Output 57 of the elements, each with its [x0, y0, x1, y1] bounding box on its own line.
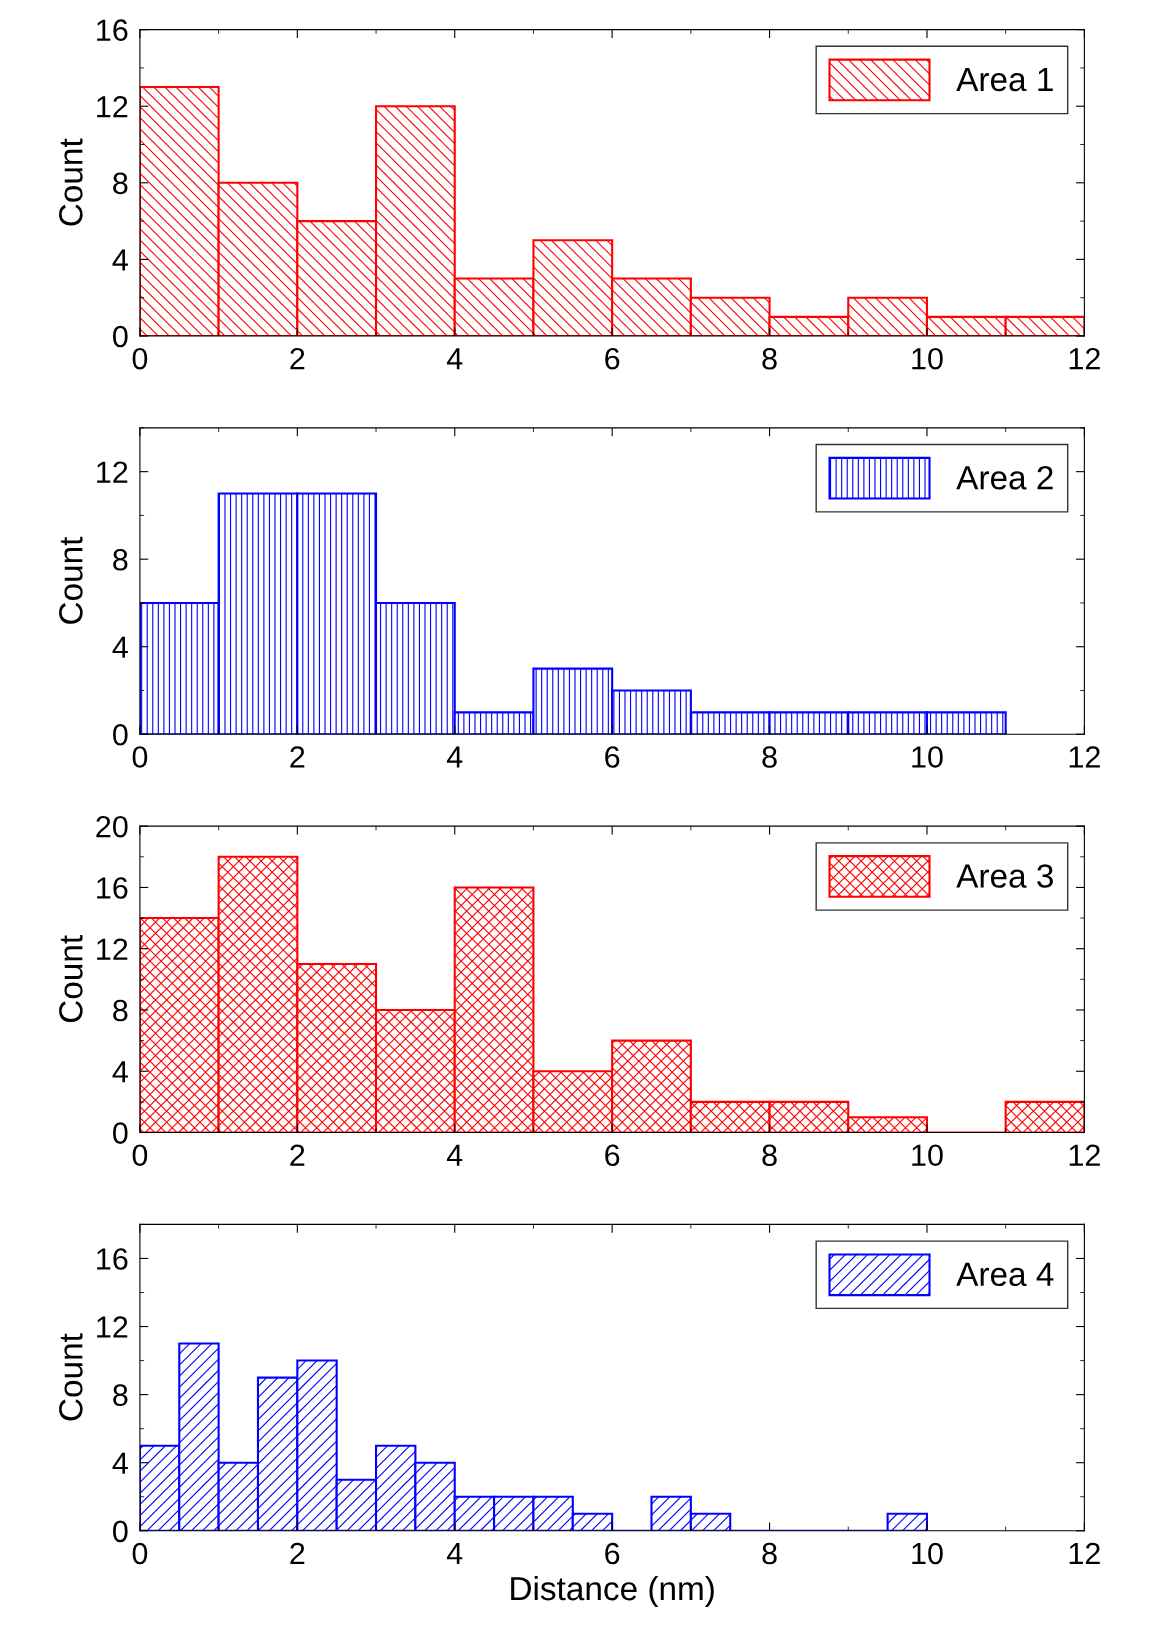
- x-tick-label: 2: [290, 1144, 305, 1166]
- y-tick-label: 12: [97, 95, 128, 118]
- y-tick-label: 8: [113, 172, 128, 195]
- x-tick-label: 10: [912, 347, 943, 370]
- y-axis-title: Count: [59, 536, 83, 624]
- y-tick-label: 12: [97, 461, 128, 483]
- y-tick-label: 16: [97, 19, 128, 41]
- y-tick-label: 0: [113, 1122, 128, 1144]
- x-tick-label: 8: [762, 1144, 777, 1167]
- y-tick-label: 4: [112, 1061, 128, 1083]
- y-tick-label: 20: [96, 815, 128, 838]
- y-tick-label: 12: [97, 938, 128, 960]
- y-tick-label: 12: [97, 1316, 128, 1338]
- legend-label: Area 1: [956, 68, 1053, 92]
- y-tick-label: 8: [113, 1384, 128, 1406]
- x-tick-label: 4: [446, 746, 463, 768]
- x-axis-title: Distance (nm): [511, 1575, 714, 1607]
- y-tick-label: 16: [97, 1248, 128, 1270]
- x-tick-label: 8: [762, 1542, 777, 1565]
- x-tick-label: 0: [132, 746, 148, 768]
- y-tick-label: 8: [113, 999, 128, 1022]
- x-tick-label: 4: [446, 348, 463, 370]
- x-tick-label: 12: [1069, 1542, 1100, 1565]
- x-tick-label: 6: [605, 347, 620, 370]
- y-axis-title: Count: [59, 138, 83, 226]
- x-tick-label: 10: [912, 746, 943, 768]
- y-tick-label: 8: [113, 548, 128, 571]
- x-tick-label: 2: [290, 347, 305, 370]
- x-tick-label: 6: [605, 1542, 620, 1565]
- y-tick-label: 16: [97, 877, 128, 899]
- y-tick-label: 4: [112, 1452, 128, 1474]
- x-tick-label: 12: [1069, 746, 1100, 768]
- y-tick-label: 4: [112, 636, 128, 658]
- x-tick-label: 10: [912, 1144, 943, 1167]
- x-tick-label: 2: [290, 1542, 305, 1565]
- x-tick-label: 0: [132, 1144, 148, 1167]
- y-axis-title: Count: [59, 1333, 83, 1421]
- x-tick-label: 10: [912, 1542, 943, 1565]
- x-tick-label: 2: [290, 746, 305, 768]
- legend-label: Area 3: [956, 864, 1053, 888]
- y-tick-label: 4: [112, 249, 128, 271]
- x-tick-label: 4: [446, 1543, 463, 1565]
- x-tick-label: 0: [132, 1542, 148, 1565]
- x-tick-label: 6: [605, 746, 620, 768]
- x-tick-label: 0: [132, 347, 148, 370]
- x-tick-label: 8: [762, 347, 777, 370]
- x-tick-label: 4: [446, 1144, 463, 1166]
- x-tick-label: 12: [1069, 1144, 1100, 1166]
- y-tick-label: 0: [113, 723, 128, 746]
- legend-label: Area 4: [956, 1262, 1054, 1287]
- y-tick-label: 0: [113, 325, 128, 348]
- y-tick-label: 0: [113, 1520, 128, 1543]
- x-tick-label: 6: [605, 1144, 620, 1167]
- y-axis-title: Count: [59, 935, 83, 1023]
- legend-label: Area 2: [956, 465, 1053, 490]
- x-tick-label: 8: [762, 746, 777, 768]
- x-tick-label: 12: [1069, 347, 1100, 370]
